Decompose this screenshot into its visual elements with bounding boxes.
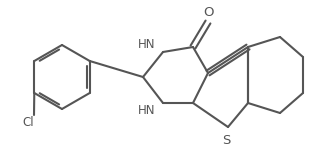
- Text: O: O: [204, 7, 214, 20]
- Text: S: S: [222, 135, 230, 148]
- Text: HN: HN: [138, 38, 156, 51]
- Text: HN: HN: [138, 104, 156, 117]
- Text: Cl: Cl: [22, 117, 34, 129]
